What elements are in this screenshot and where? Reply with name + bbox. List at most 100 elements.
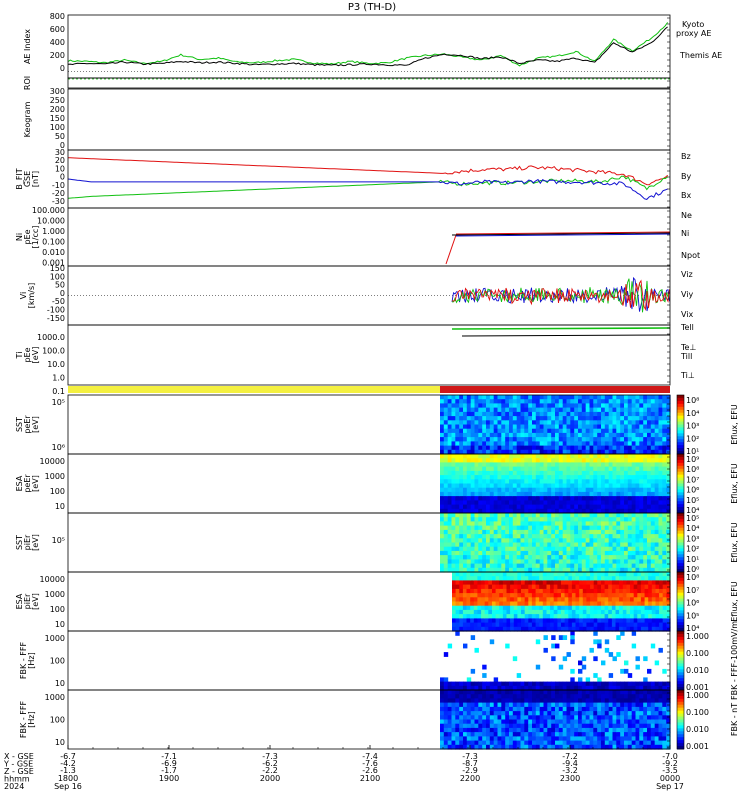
spectrogram-cell — [608, 588, 613, 594]
spectrogram-cell — [593, 538, 598, 544]
spectrogram-cell — [510, 618, 515, 624]
spectrogram-cell — [659, 584, 664, 590]
spectrogram-cell — [589, 546, 594, 552]
spectrogram-cell — [619, 588, 624, 594]
spectrogram-cell — [620, 479, 625, 485]
spectrogram-cell — [531, 622, 537, 628]
spectrogram-cell — [608, 475, 614, 480]
spectrogram-cell — [604, 466, 610, 472]
spectrogram-cell — [499, 584, 504, 590]
spectrogram-cell — [601, 399, 606, 404]
spectrogram-cell — [568, 614, 573, 619]
spectrogram-cell — [624, 403, 629, 409]
spectrogram-cell — [550, 580, 555, 586]
spectrogram-cell — [509, 496, 514, 501]
spectrogram-cell — [593, 618, 598, 624]
spectrogram-cell — [539, 618, 544, 624]
spectrogram-cell — [532, 454, 537, 459]
spectrogram-cell — [506, 572, 511, 577]
spectrogram-cell — [650, 475, 656, 480]
colorbar-step — [677, 737, 684, 741]
spectrogram-cell — [551, 458, 556, 463]
spectrogram-cell — [535, 462, 541, 468]
spectrogram-cell — [624, 395, 629, 400]
spectrogram-cell — [440, 529, 445, 535]
spectrogram-cell — [616, 475, 621, 480]
sste-colorbar — [677, 395, 684, 455]
spectrogram-cell — [451, 399, 456, 404]
spectrogram-cell — [616, 496, 621, 501]
spectrogram-cell — [558, 462, 564, 468]
b-ytick-label: 0 — [60, 173, 65, 182]
spectrogram-cell — [558, 407, 564, 413]
spectrogram-cell — [612, 529, 617, 535]
colorbar-step — [677, 607, 684, 611]
spectrogram-cell — [555, 736, 560, 742]
spectrogram-cell — [590, 580, 595, 586]
spectrogram-cell — [440, 407, 445, 413]
spectrogram-cell — [604, 454, 610, 459]
spectrogram-cell — [543, 702, 548, 708]
spectrogram-cell — [620, 504, 625, 510]
spectrogram-cell — [547, 458, 552, 463]
spectrogram-cell — [547, 719, 552, 725]
spectrogram-cell — [459, 513, 464, 518]
spectrogram-cell — [647, 542, 652, 548]
spectrogram-cell — [532, 744, 537, 750]
spectrogram-cell — [561, 622, 566, 628]
spectrogram-cell — [489, 711, 495, 716]
spectrogram-cell — [662, 403, 667, 409]
spectrogram-cell — [451, 727, 456, 733]
spectrogram-cell — [440, 723, 445, 729]
spectrogram-cell — [542, 626, 547, 632]
spectrogram-cell — [648, 609, 653, 615]
spectrogram-cell — [666, 420, 671, 426]
spectrogram-cell — [470, 681, 476, 687]
spectrogram-cell — [470, 432, 476, 438]
spectrogram-cell — [666, 454, 671, 459]
spectrogram-cell — [640, 618, 646, 624]
spectrogram-cell — [455, 470, 460, 476]
spectrogram-cell — [593, 542, 598, 548]
keo-frame — [67, 88, 671, 151]
spectrogram-cell — [658, 715, 663, 721]
legend-teperp: Te⊥ — [680, 343, 696, 352]
spectrogram-cell — [574, 504, 579, 510]
spectrogram-cell — [616, 483, 621, 489]
spectrogram-cell — [455, 449, 460, 455]
spectrogram-cell — [459, 715, 464, 721]
spectrogram-cell — [593, 525, 598, 531]
spectrogram-cell — [578, 525, 583, 531]
spectrogram-cell — [590, 572, 595, 577]
spectrogram-cell — [658, 407, 663, 413]
spectrogram-cell — [578, 483, 583, 489]
spectrogram-cell — [620, 723, 625, 729]
spectrogram-cell — [601, 702, 606, 708]
spectrogram-cell — [608, 681, 614, 687]
spectrogram-cell — [616, 517, 621, 522]
spectrogram-cell — [608, 555, 614, 560]
spectrogram-cell — [493, 462, 499, 468]
colorbar-step — [677, 424, 684, 428]
spectrogram-cell — [550, 609, 555, 615]
spectrogram-cell — [516, 500, 522, 506]
spectrogram-cell — [608, 580, 613, 586]
spectrogram-cell — [486, 517, 491, 522]
spectrogram-cell — [486, 496, 491, 501]
spectrogram-cell — [440, 504, 445, 510]
spectrogram-cell — [593, 445, 598, 451]
spectrogram-cell — [612, 559, 617, 565]
spectrogram-cell — [493, 504, 499, 510]
spectrogram-cell — [626, 580, 631, 586]
spectrogram-cell — [558, 508, 564, 514]
spectrogram-cell — [581, 715, 587, 721]
x-row-label: X - GSE — [4, 752, 34, 761]
spectrogram-cell — [466, 496, 472, 501]
spectrogram-cell — [455, 732, 460, 737]
spectrogram-cell — [578, 508, 583, 514]
spectrogram-cell — [492, 609, 497, 615]
spectrogram-cell — [440, 706, 445, 712]
spectrogram-cell — [650, 466, 656, 472]
spectrogram-cell — [459, 504, 464, 510]
spectrogram-cell — [608, 740, 614, 746]
